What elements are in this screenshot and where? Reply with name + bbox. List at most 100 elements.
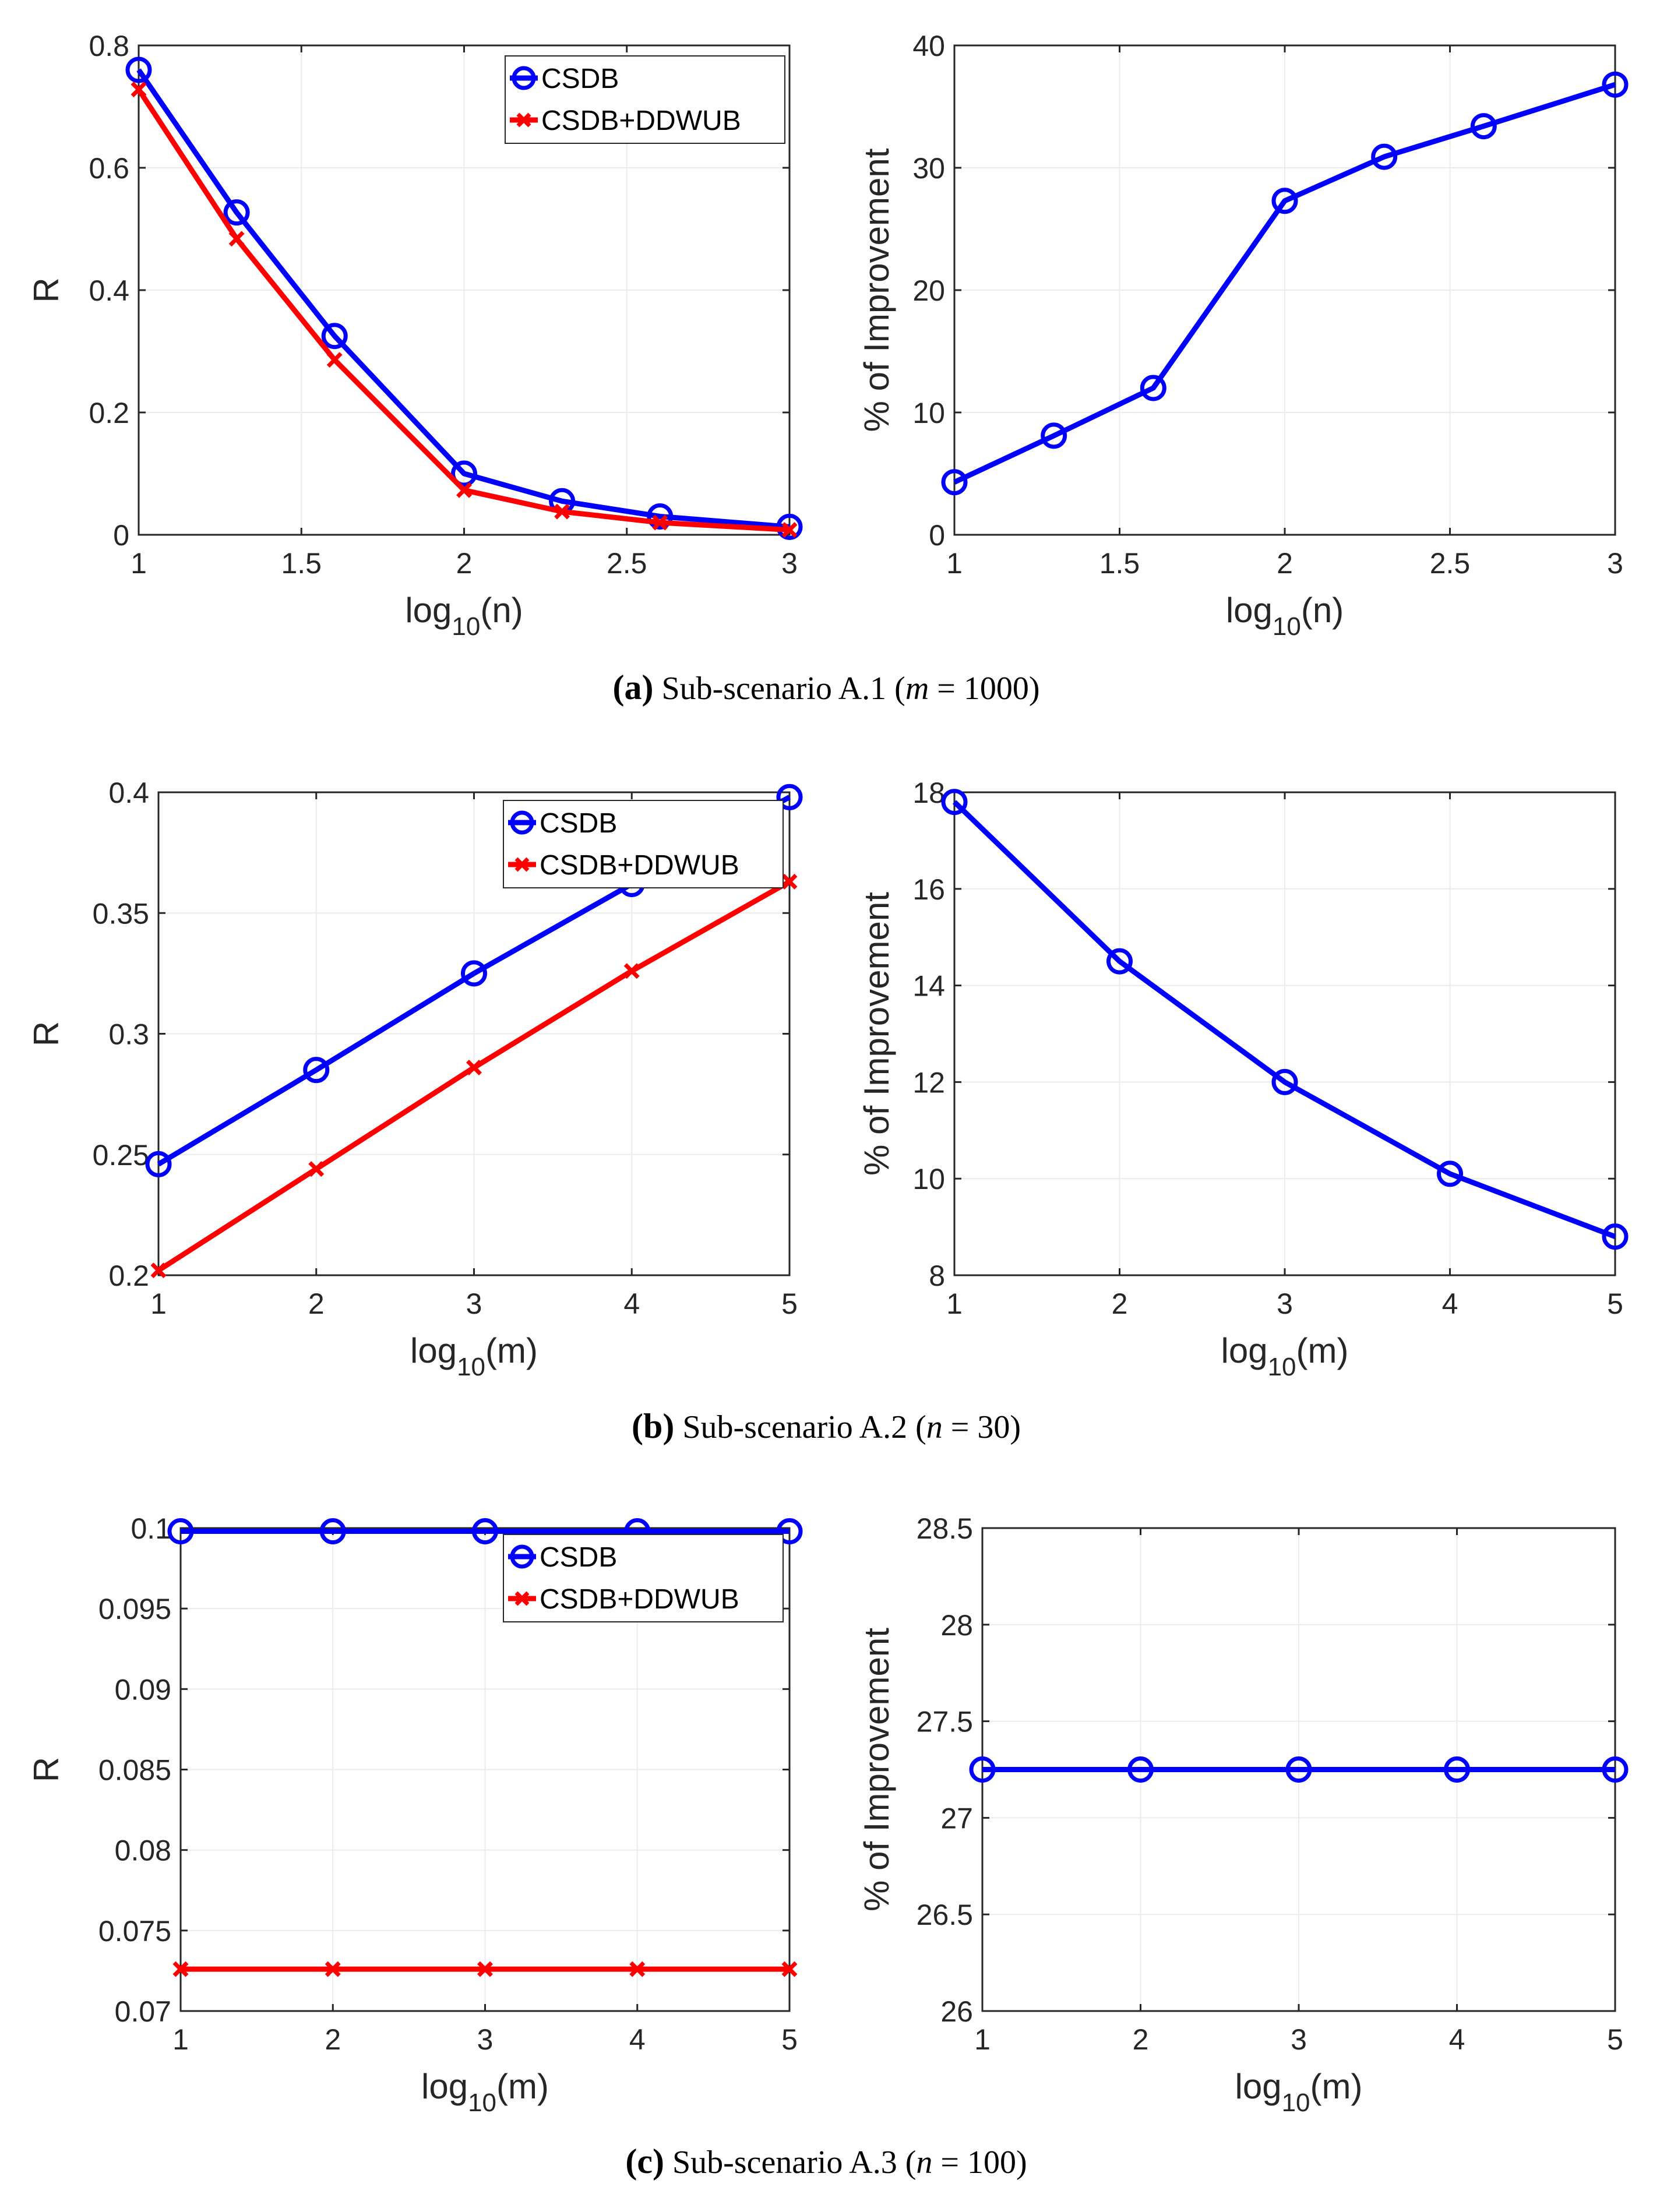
- data-point: [554, 503, 570, 520]
- data-point: [167, 1518, 194, 1545]
- x-tick-label: 2: [1277, 547, 1293, 580]
- y-tick-label: 0.07: [115, 1995, 171, 2028]
- caption-letter-close: ): [653, 2142, 664, 2181]
- data-point: [776, 784, 803, 810]
- data-point: [1271, 1068, 1298, 1095]
- y-tick-label: 0.6: [89, 152, 129, 185]
- data-point-stroke: [172, 1961, 189, 1977]
- y-tick-label: 0.1: [131, 1512, 171, 1545]
- data-point: [472, 1518, 498, 1545]
- caption-param: m: [905, 671, 929, 707]
- x-tick-label: 1.5: [1099, 547, 1140, 580]
- data-point: [1285, 1756, 1312, 1783]
- y-tick-label: 0.35: [93, 897, 149, 930]
- subfigure-caption: (b) Sub-scenario A.2 (n = 30): [632, 1407, 1021, 1445]
- data-point-stroke: [228, 231, 245, 247]
- data-point-stroke: [623, 963, 640, 979]
- x-tick-label: 2: [325, 2023, 341, 2056]
- y-tick-label: 0.09: [115, 1673, 171, 1706]
- legend-label: CSDB+DDWUB: [541, 105, 741, 136]
- data-point: [303, 1057, 330, 1084]
- legend-box: [505, 55, 785, 144]
- y-tick-label: 0.095: [98, 1593, 171, 1625]
- legend-item: CSDB+DDWUB: [508, 1584, 739, 1615]
- y-tick-label: 14: [912, 970, 945, 1003]
- y-tick-label: 0.08: [115, 1834, 171, 1867]
- legend: CSDB CSDB+DDWUB: [503, 800, 784, 888]
- data-point: [652, 514, 668, 531]
- y-tick-label: 28.5: [917, 1512, 973, 1545]
- y-tick-label: 0.25: [93, 1139, 149, 1172]
- legend-item: CSDB: [510, 63, 619, 94]
- data-point: [228, 231, 245, 247]
- data-point: [781, 873, 798, 890]
- chart-c-left: 1 2 3 4 5 0.07 0.075 0.08 0.085 0.09 0.095 0.1 log10…: [27, 1512, 803, 2117]
- data-point: [969, 1756, 996, 1783]
- data-point-stroke: [554, 503, 570, 520]
- x-axis-label-subscript: 10: [452, 612, 480, 641]
- legend: CSDB CSDB+DDWUB: [503, 1534, 784, 1622]
- caption-letter-open: (: [625, 2142, 637, 2181]
- data-point: [319, 1518, 346, 1545]
- x-axis-label: log10(m): [1235, 2067, 1363, 2117]
- data-point: [325, 1961, 341, 1977]
- data-point: [629, 1961, 646, 1977]
- x-tick-label: 3: [1607, 547, 1623, 580]
- series-improvement: [941, 789, 1629, 1250]
- legend-box: [503, 800, 784, 888]
- x-tick-label: 1: [946, 547, 963, 580]
- x-tick-label: 3: [781, 547, 798, 580]
- x-tick-label: 3: [477, 2023, 494, 2056]
- y-tick-label: 8: [929, 1260, 945, 1292]
- series-improvement: [969, 1756, 1629, 1783]
- x-axis-label: log10(m): [1221, 1331, 1349, 1381]
- y-tick-label: 26: [940, 1995, 973, 2028]
- x-axis-label: log10(n): [405, 591, 523, 641]
- y-tick-label: 0: [929, 519, 945, 552]
- chart-c-right: 1 2 3 4 5 26 26.5 27 27.5 28 28.5 log10(m) % of Impr…: [857, 1512, 1629, 2117]
- data-point: [1140, 375, 1166, 401]
- y-tick-label: 27.5: [917, 1706, 973, 1738]
- x-tick-label: 2: [1112, 1287, 1128, 1320]
- x-axis-label-subscript: 10: [1268, 1353, 1296, 1381]
- data-point-stroke: [325, 1961, 341, 1977]
- data-point-stroke: [308, 1161, 325, 1177]
- x-axis-label-subscript: 10: [1273, 612, 1301, 641]
- x-tick-label: 1.5: [281, 547, 322, 580]
- data-point: [145, 1151, 172, 1177]
- data-point: [647, 503, 674, 530]
- y-axis-label: % of Improvement: [857, 1628, 896, 1911]
- x-tick-label: 2: [308, 1287, 325, 1320]
- data-point: [125, 57, 152, 83]
- x-axis-label-base: log: [1221, 1331, 1268, 1370]
- y-tick-label: 30: [912, 152, 945, 185]
- x-tick-label: 3: [1291, 2023, 1307, 2056]
- data-point: [781, 1961, 798, 1977]
- y-tick-label: 0.4: [108, 777, 149, 809]
- y-tick-label: 27: [940, 1802, 973, 1834]
- caption-param: n: [916, 2144, 932, 2181]
- legend-marker: [510, 1544, 534, 1569]
- x-tick-label: 4: [1449, 2023, 1465, 2056]
- data-point: [776, 1518, 803, 1545]
- caption-letter-close: ): [662, 1407, 674, 1445]
- data-point: [223, 199, 250, 226]
- x-axis-label-base: log: [421, 2067, 468, 2106]
- data-point: [781, 522, 798, 538]
- x-tick-label: 2: [1133, 2023, 1149, 2056]
- x-tick-label: 4: [629, 2023, 646, 2056]
- data-point-stroke: [131, 82, 147, 98]
- data-point: [466, 1060, 482, 1076]
- y-tick-label: 28: [940, 1609, 973, 1642]
- x-axis-label-base: log: [405, 591, 452, 630]
- data-point-stroke: [652, 514, 668, 531]
- x-axis-label-subscript: 10: [1282, 2088, 1310, 2117]
- y-tick-label: 40: [912, 30, 945, 62]
- series-line: [136, 68, 790, 530]
- y-tick-label: 0.075: [98, 1915, 171, 1948]
- y-tick-label: 0.2: [108, 1260, 149, 1292]
- caption-letter: a: [624, 668, 642, 707]
- caption-letter: c: [637, 2142, 653, 2181]
